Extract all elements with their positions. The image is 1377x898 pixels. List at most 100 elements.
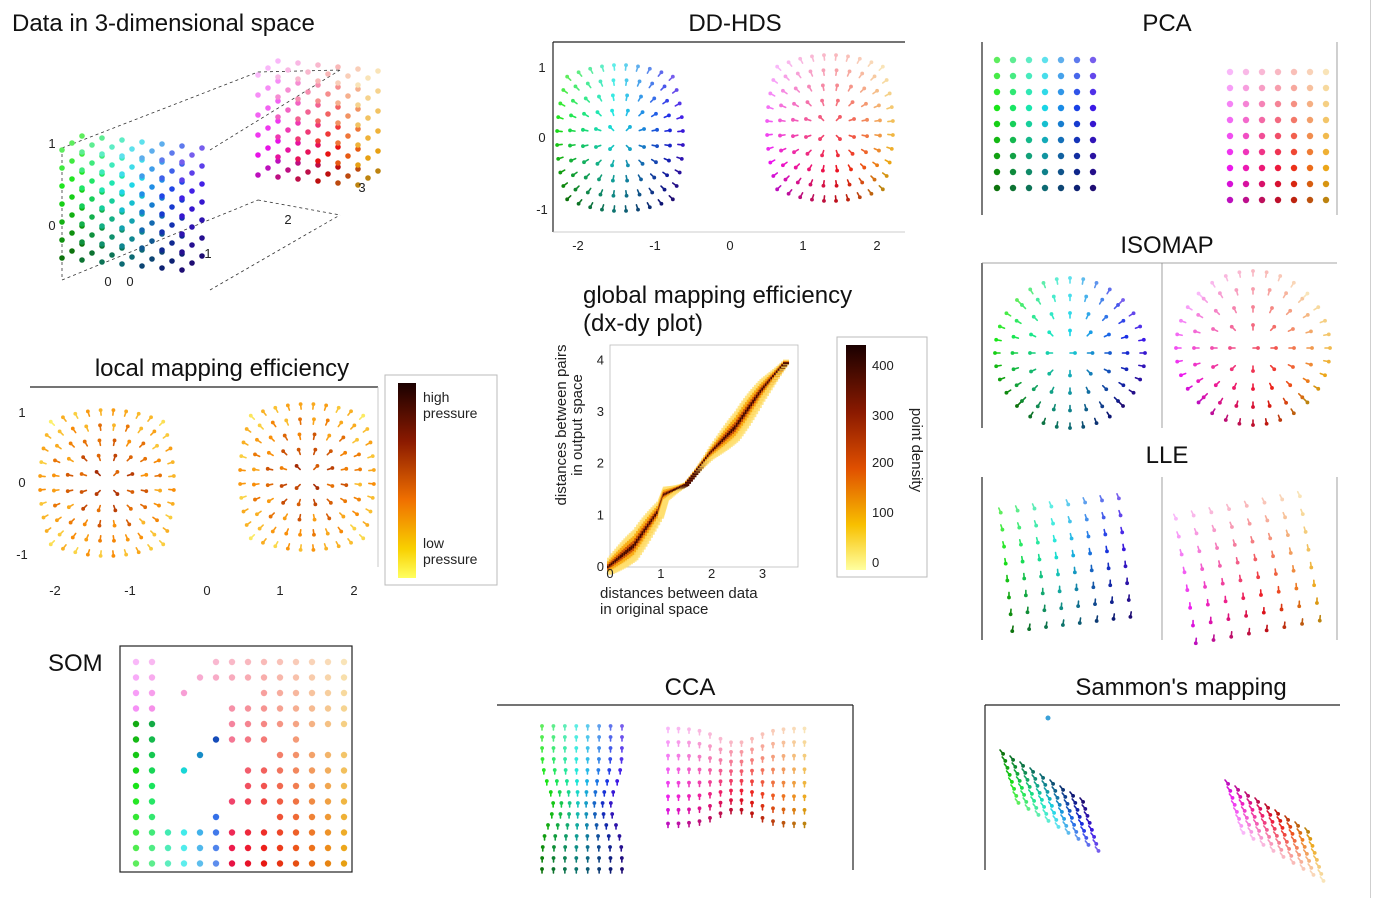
colorbar xyxy=(846,345,866,570)
ddhds-point-right-head xyxy=(834,183,839,188)
ddhds-point-right-head xyxy=(822,53,826,58)
lle-right-point-head xyxy=(1256,575,1261,580)
ddhds-point-right-head xyxy=(786,191,791,196)
sammon-right-point-head xyxy=(1239,824,1244,828)
sammon-left-point-head xyxy=(1011,758,1016,762)
sammon-left-point-head xyxy=(1032,799,1037,803)
cca-right-point-head xyxy=(802,726,807,731)
sammon-left-point-head xyxy=(1027,785,1032,789)
cca-right-point-head xyxy=(718,800,723,805)
pca-right-point xyxy=(1290,180,1298,188)
lle-right-point-head xyxy=(1193,641,1198,646)
pca-left-point xyxy=(1057,168,1065,176)
isomap-left-point-head xyxy=(997,377,1002,382)
cca-right-point-head xyxy=(718,811,723,816)
som-point xyxy=(292,689,300,697)
ddhds-point-right-head xyxy=(786,60,791,65)
local-point-head xyxy=(241,440,246,445)
cube-left-point xyxy=(149,238,155,244)
isomap-right-point-head xyxy=(1291,280,1296,285)
sammon-left-point-head xyxy=(1054,818,1059,822)
cca-left-point-head xyxy=(600,801,605,805)
pca-left-point xyxy=(1025,104,1033,112)
cca-left-point-head xyxy=(546,823,550,827)
lle-right-point-head xyxy=(1197,549,1202,554)
lle-right-point-head xyxy=(1298,494,1302,499)
som-point xyxy=(228,844,236,852)
xtick-label: -1 xyxy=(649,238,661,253)
sammon-right-point-head xyxy=(1277,841,1282,845)
cca-left-point-head xyxy=(619,856,624,860)
lle-left-point-head xyxy=(1100,498,1104,503)
ddhds-point-left-head xyxy=(611,78,616,83)
som-point xyxy=(276,720,284,728)
local-point-head xyxy=(341,514,346,519)
cca-right-point-head xyxy=(666,780,670,785)
local-point-head xyxy=(238,468,243,472)
colorbar-high-label: high xyxy=(423,389,449,405)
sammon-outlier-point xyxy=(1045,715,1051,721)
colorbar-tick: 0 xyxy=(872,555,879,570)
cca-right-point-head xyxy=(750,768,754,773)
cube-right-point xyxy=(315,178,321,184)
cca-right-point-head xyxy=(676,767,681,772)
cube-left-point xyxy=(159,247,165,253)
cube-left-point xyxy=(99,187,105,193)
lle-left-point-head xyxy=(1069,536,1074,541)
som-point xyxy=(180,767,188,774)
ddhds-point-right-head xyxy=(860,180,865,185)
local-point-head xyxy=(355,512,359,517)
som-point xyxy=(292,782,300,790)
ddhds-point-right-head xyxy=(850,100,855,105)
sammon-right-point-head xyxy=(1275,834,1279,838)
sammon-right-point-head xyxy=(1297,853,1302,857)
cube-left-point xyxy=(119,225,125,231)
som-point xyxy=(292,658,300,666)
cube-right-point xyxy=(295,176,301,182)
pca-right-point xyxy=(1226,100,1234,108)
cca-left-point-head xyxy=(610,812,615,816)
cube-left-point xyxy=(179,267,185,273)
isomap-left-point-head xyxy=(993,351,997,355)
cube-left-point xyxy=(89,142,95,148)
isomap-right-point-head xyxy=(1316,386,1321,391)
cube-right-point xyxy=(305,169,311,175)
lle-left-point-head xyxy=(1039,574,1044,579)
lle-left-point-head xyxy=(1022,576,1027,581)
cube-left-point xyxy=(149,148,155,154)
isomap-right-point-head xyxy=(1192,346,1196,350)
pca-right-point xyxy=(1242,196,1250,204)
isomap-right-point-head xyxy=(1272,367,1277,372)
som-frame xyxy=(119,645,353,873)
lle-right-point-head xyxy=(1212,528,1217,533)
isomap-right-point-head xyxy=(1267,288,1272,292)
ytick-label: 4 xyxy=(597,352,604,367)
cca-right-point-head xyxy=(750,800,754,805)
cca-right-point-head xyxy=(729,749,733,754)
ddhds-point-right-head xyxy=(775,64,780,69)
ddhds-point-left-head xyxy=(626,163,630,168)
cube-right-point xyxy=(285,67,291,73)
cube-left-point xyxy=(119,171,125,177)
isomap-right-point-head xyxy=(1305,400,1310,405)
local-point-head xyxy=(136,411,141,416)
isomap-left-point-head xyxy=(994,337,999,342)
lle-right-point-head xyxy=(1317,618,1322,623)
local-point-head xyxy=(98,408,103,413)
sammon-left-point-head xyxy=(1017,779,1022,783)
cca-right-point-head xyxy=(729,759,733,764)
local-point-head xyxy=(297,432,302,437)
ddhds-point-left-head xyxy=(568,143,572,148)
colorbar-frame xyxy=(384,374,498,586)
local-point-head xyxy=(328,500,333,505)
cca-left-point-head xyxy=(611,790,616,794)
lle-left-point-head xyxy=(1088,551,1092,556)
cube-right-point xyxy=(365,175,371,181)
lle-right-point-head xyxy=(1276,589,1281,594)
cube-left-point xyxy=(139,227,145,233)
isomap-right-point-head xyxy=(1175,332,1180,337)
pca-right-point xyxy=(1274,132,1282,140)
sammon-right-point-head xyxy=(1230,796,1235,800)
ddhds-point-left-head xyxy=(600,64,604,69)
